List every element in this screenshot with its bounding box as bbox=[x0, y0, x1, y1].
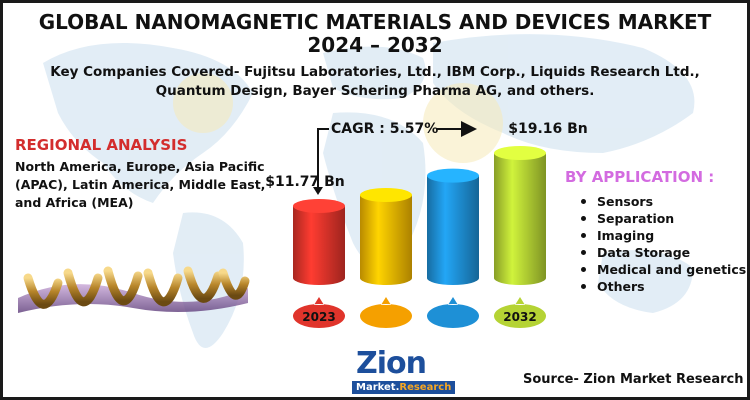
bar-3 bbox=[494, 153, 546, 285]
bar-0 bbox=[293, 205, 345, 285]
application-item-label: Separation bbox=[597, 211, 675, 226]
year-label-3: 2032 bbox=[503, 310, 536, 324]
application-item-label: Data Storage bbox=[597, 245, 691, 260]
bar-1 bbox=[360, 195, 412, 285]
application-item-label: Imaging bbox=[597, 228, 655, 243]
list-item: Imaging bbox=[581, 227, 746, 244]
nanomaterial-spiral-image bbox=[18, 266, 250, 313]
market-growth-chart: CAGR : 5.57% 2023 $11.77 Bn 2032 $19.16 Bn bbox=[265, 121, 588, 328]
application-item-label: Sensors bbox=[597, 194, 654, 209]
by-application-title: BY APPLICATION : bbox=[565, 168, 715, 186]
year-label-bubble-2 bbox=[427, 297, 479, 328]
application-list: Sensors Separation Imaging Data Storage … bbox=[581, 193, 746, 295]
year-label-bubble-0 bbox=[293, 297, 345, 328]
bar-cap-2 bbox=[427, 168, 479, 183]
list-item: Others bbox=[581, 278, 746, 295]
bar-2 bbox=[427, 175, 479, 285]
regional-analysis-title: REGIONAL ANALYSIS bbox=[15, 136, 188, 154]
page-title-line1: GLOBAL NANOMAGNETIC MATERIALS AND DEVICE… bbox=[38, 10, 712, 34]
logo-sub-part1: Market. bbox=[356, 382, 400, 393]
bar-cap-1 bbox=[360, 188, 412, 203]
cagr-arrow-left bbox=[317, 128, 329, 193]
value-label-0: $11.77 Bn bbox=[265, 174, 345, 190]
year-label-0: 2023 bbox=[302, 310, 335, 324]
zion-logo: Zion bbox=[356, 346, 427, 381]
application-item-label: Others bbox=[597, 279, 645, 294]
list-item: Separation bbox=[581, 210, 746, 227]
page-title-line2: 2024 – 2032 bbox=[307, 33, 443, 57]
application-item-label: Medical and genetics bbox=[597, 262, 747, 277]
year-label-bubble-1 bbox=[360, 297, 412, 328]
bar-cap-3 bbox=[494, 146, 546, 160]
cagr-label: CAGR : 5.57% bbox=[331, 121, 438, 137]
key-companies-text: Key Companies Covered- Fujitsu Laborator… bbox=[50, 64, 700, 99]
cagr-arrow-left-head bbox=[313, 187, 323, 195]
source-text: Source- Zion Market Research bbox=[523, 372, 744, 387]
list-item: Sensors bbox=[581, 193, 746, 210]
zion-logo-subtitle: Market.Research bbox=[352, 381, 456, 394]
value-label-3: $19.16 Bn bbox=[508, 121, 588, 137]
list-item: Data Storage bbox=[581, 244, 746, 261]
regional-analysis-text: North America, Europe, Asia Pacific (APA… bbox=[15, 159, 266, 210]
bar-cap-0 bbox=[293, 198, 345, 213]
logo-sub-part2: Research bbox=[399, 382, 452, 393]
list-item: Medical and genetics bbox=[581, 261, 746, 278]
year-label-bubble-3 bbox=[494, 297, 546, 328]
